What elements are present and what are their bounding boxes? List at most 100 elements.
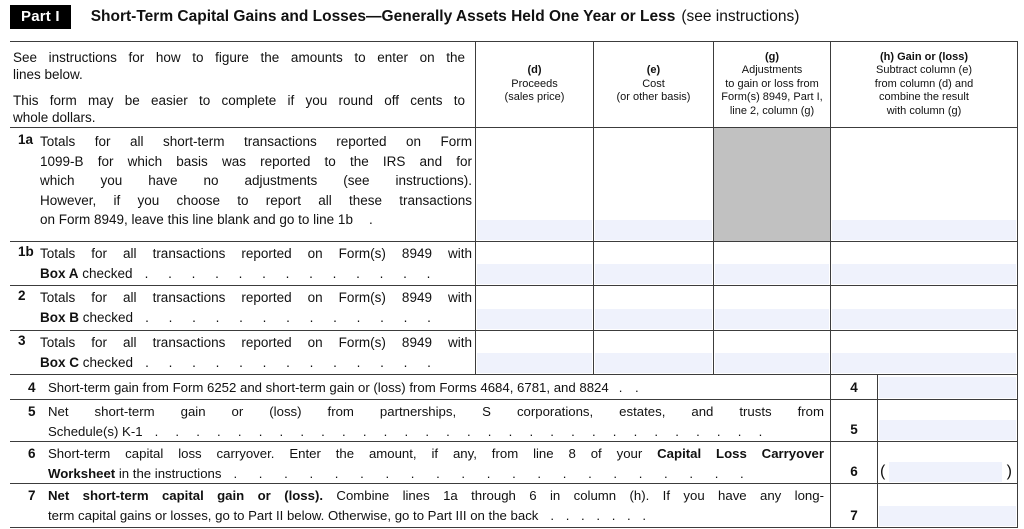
line-5-amount-input[interactable] (879, 420, 1016, 440)
row-6-seg1: Short-term capital loss carryover. Enter… (48, 446, 658, 461)
line-2-col-g-input[interactable] (715, 309, 829, 329)
row-7-text: Net short-term capital gain or (loss). C… (48, 486, 830, 527)
table-header-row: See instructions for how to figure the a… (10, 42, 1017, 128)
dot-leader: . . . . . . . . . . . . . . . . . . . . … (233, 465, 744, 481)
column-letter-e: (e) (646, 64, 661, 77)
column-d-text: (sales price) (504, 91, 565, 104)
line-3-col-g-input[interactable] (715, 353, 829, 373)
line-3-col-e-input[interactable] (595, 353, 712, 373)
line-1b-col-e-input[interactable] (595, 264, 712, 284)
row-5-description: 5 Net short-term gain or (loss) from par… (10, 400, 830, 441)
row-2-rest: checked (79, 310, 134, 325)
row-6-amount-cell: ( ) (877, 442, 1017, 483)
column-letter-h: (h) Gain or (loss) (880, 50, 968, 63)
row-3-description: 3 Totals for all transactions reported o… (10, 331, 475, 374)
header-instructions: See instructions for how to figure the a… (10, 42, 475, 127)
line-1b-col-d-input[interactable] (477, 264, 592, 284)
line-6-amount-input[interactable] (889, 462, 1002, 482)
row-2-cell-d (475, 286, 593, 330)
column-header-e: (e) Cost (or other basis) (593, 42, 713, 127)
row-4: 4 Short-term gain from Form 6252 and sho… (10, 375, 1017, 400)
row-7: 7 Net short-term capital gain or (loss).… (10, 484, 1017, 528)
row-6-bold2: Worksheet (48, 465, 116, 481)
row-7-text-line2: term capital gains or losses, go to Part… (48, 506, 824, 526)
row-5-text-line1: Net short-term gain or (loss) from partn… (48, 404, 824, 419)
column-h-text: Subtract column (e) (876, 64, 972, 77)
row-6-text: Short-term capital loss carryover. Enter… (48, 444, 830, 483)
row-7-text-line1: Net short-term capital gain or (loss). C… (48, 486, 824, 506)
capital-gains-table: See instructions for how to figure the a… (10, 41, 1018, 528)
instructions-line: See instructions for how to figure the a… (13, 50, 465, 65)
row-1a-description: 1a Totals for all short-term transaction… (10, 128, 475, 241)
line-3-col-d-input[interactable] (477, 353, 592, 373)
row-5-line-number-box: 5 (830, 400, 877, 441)
row-1b-cell-g (713, 242, 830, 285)
row-1a-cell-h (830, 128, 1017, 241)
row-4-text-main: Short-term gain from Form 6252 and short… (48, 380, 609, 395)
line-1a-col-h-input[interactable] (832, 220, 1016, 240)
line-number: 6 (28, 446, 36, 461)
column-h-text: combine the result (879, 91, 969, 104)
row-4-line-number-box: 4 (830, 375, 877, 399)
dot-leader: . . . . . . . . . . . . . . . . . . . . … (154, 423, 763, 439)
line-4-amount-input[interactable] (879, 377, 1016, 398)
row-1a-text: Totals for all short-term transactions r… (40, 134, 472, 149)
line-number: 1b (18, 244, 34, 259)
column-h-text: from column (d) and (874, 77, 974, 90)
line-7-amount-input[interactable] (879, 506, 1016, 526)
instructions-line: This form may be easier to complete if y… (13, 93, 465, 108)
row-1b-bold: Box A (40, 266, 79, 281)
row-7-bold: Net short-term capital gain or (loss). (48, 488, 324, 503)
line-2-col-e-input[interactable] (595, 309, 712, 329)
line-number: 1a (18, 132, 34, 147)
column-g-text: to gain or loss from (725, 77, 819, 90)
column-header-g: (g) Adjustments to gain or loss from For… (713, 42, 830, 127)
row-7-seg1: Combine lines 1a through 6 in column (h)… (323, 488, 824, 503)
dot-leader: . (368, 212, 373, 228)
row-1a: 1a Totals for all short-term transaction… (10, 128, 1017, 242)
line-number: 2 (18, 288, 26, 303)
line-1b-col-g-input[interactable] (715, 264, 829, 284)
instructions-line: lines below. (13, 67, 83, 82)
row-6-bold1: Capital Loss Carryover (657, 446, 824, 461)
row-6-seg2: in the instructions (115, 465, 222, 481)
row-5-text-end: Schedule(s) K-1 (48, 423, 143, 439)
line-1a-col-g-shaded (713, 128, 830, 241)
line-2-col-h-input[interactable] (832, 309, 1016, 329)
row-3-text: Totals for all transactions reported on … (40, 335, 472, 350)
line-1a-col-e-input[interactable] (595, 220, 712, 240)
row-5: 5 Net short-term gain or (loss) from par… (10, 400, 1017, 442)
line-1a-col-d-input[interactable] (477, 220, 592, 240)
row-5-text-line2: Schedule(s) K-1 . . . . . . . . . . . . .… (48, 422, 824, 442)
row-6-description: 6 Short-term capital loss carryover. Ent… (10, 442, 830, 483)
row-1a-text-end: on Form 8949, leave this line blank and … (40, 212, 353, 228)
row-1b-cell-e (593, 242, 713, 285)
row-3-cell-h (830, 331, 1017, 374)
line-3-col-h-input[interactable] (832, 353, 1016, 373)
column-d-text: Proceeds (511, 77, 558, 90)
open-parenthesis: ( (880, 463, 886, 480)
line-2-col-d-input[interactable] (477, 309, 592, 329)
row-7-description: 7 Net short-term capital gain or (loss).… (10, 484, 830, 527)
column-header-d: (d) Proceeds (sales price) (475, 42, 593, 127)
column-e-text: Cost (642, 77, 665, 90)
row-3-cell-g (713, 331, 830, 374)
row-2-bold: Box B (40, 310, 80, 325)
row-5-amount-cell (877, 400, 1017, 441)
column-header-h: (h) Gain or (loss) Subtract column (e) f… (830, 42, 1017, 127)
column-g-text: Form(s) 8949, Part I, (721, 91, 823, 104)
row-2-cell-g (713, 286, 830, 330)
line-number: 4 (28, 380, 36, 395)
row-1b-cell-h (830, 242, 1017, 285)
column-h-text: with column (g) (886, 104, 962, 117)
dot-leader: . . . . . . . . . . . . . (145, 310, 431, 325)
line-1b-col-h-input[interactable] (832, 264, 1016, 284)
line-number: 3 (18, 333, 26, 348)
dot-leader: . . . . . . . . . . . . . (144, 266, 431, 281)
row-3-bold: Box C (40, 355, 80, 370)
instructions-line: whole dollars. (13, 110, 96, 125)
row-7-line-number-box: 7 (830, 484, 877, 527)
part-title-note: (see instructions) (681, 8, 800, 25)
close-parenthesis: ) (1006, 463, 1012, 480)
